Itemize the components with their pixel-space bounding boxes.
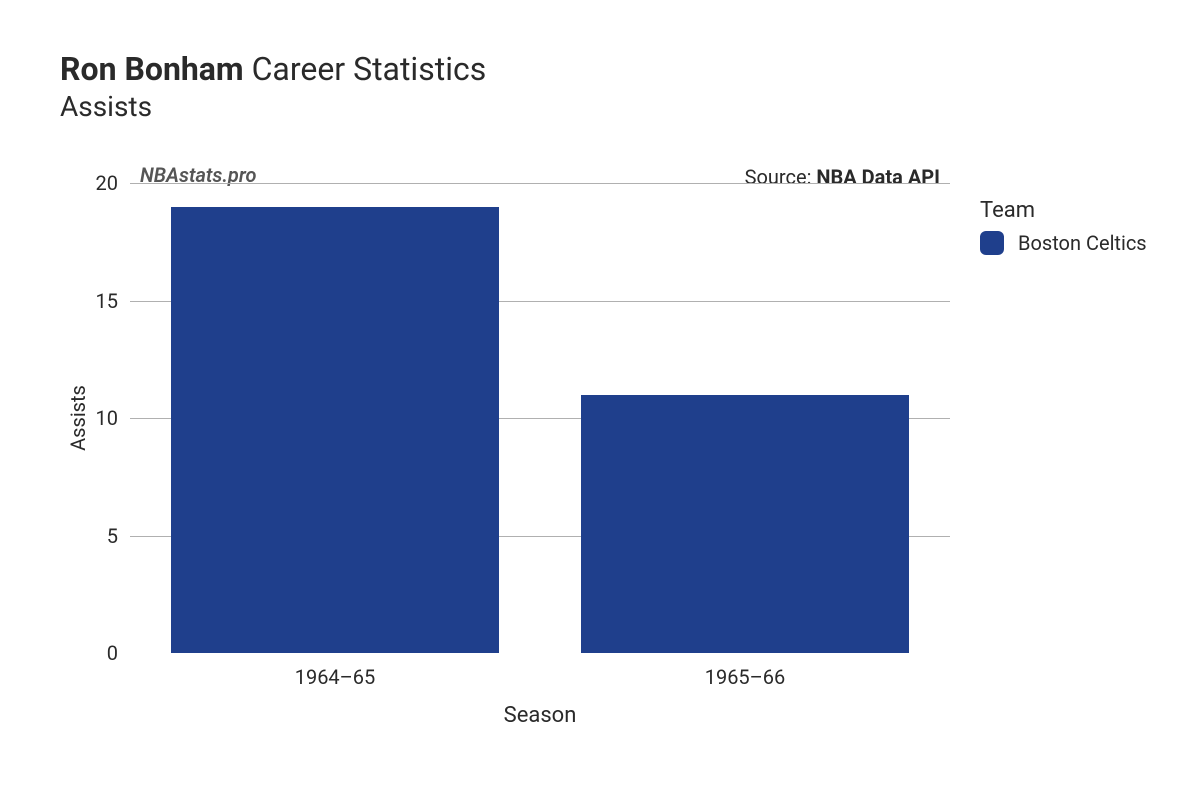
chart-region: NBAstats.pro Source: NBA Data API Assist…: [60, 143, 1160, 763]
y-tick-label: 20: [96, 171, 118, 195]
legend-items: Boston Celtics: [980, 231, 1147, 255]
chart-subtitle: Assists: [60, 90, 1160, 123]
x-tick-label: 1965–66: [705, 665, 786, 689]
y-tick-label: 15: [96, 289, 118, 313]
y-tick-label: 5: [107, 524, 118, 548]
chart-title: Ron Bonham Career Statistics: [60, 50, 1160, 88]
bar: [581, 395, 909, 654]
x-tick-label: 1964–65: [295, 665, 376, 689]
legend: Team Boston Celtics: [980, 198, 1147, 255]
y-axis-title: Assists: [66, 385, 90, 451]
title-block: Ron Bonham Career Statistics Assists: [60, 50, 1160, 123]
legend-item: Boston Celtics: [980, 231, 1147, 255]
bar: [171, 207, 499, 654]
legend-label: Boston Celtics: [1018, 231, 1147, 255]
title-bold: Ron Bonham: [60, 50, 244, 88]
legend-title: Team: [980, 198, 1147, 223]
gridline: [130, 183, 950, 184]
plot-area: Assists Season 051015201964–651965–66: [130, 183, 950, 653]
y-tick-label: 10: [96, 406, 118, 430]
y-tick-label: 0: [107, 641, 118, 665]
title-rest: Career Statistics: [244, 50, 487, 88]
page-container: Ron Bonham Career Statistics Assists NBA…: [0, 0, 1200, 800]
x-axis-title: Season: [504, 703, 577, 728]
legend-swatch: [980, 231, 1004, 255]
